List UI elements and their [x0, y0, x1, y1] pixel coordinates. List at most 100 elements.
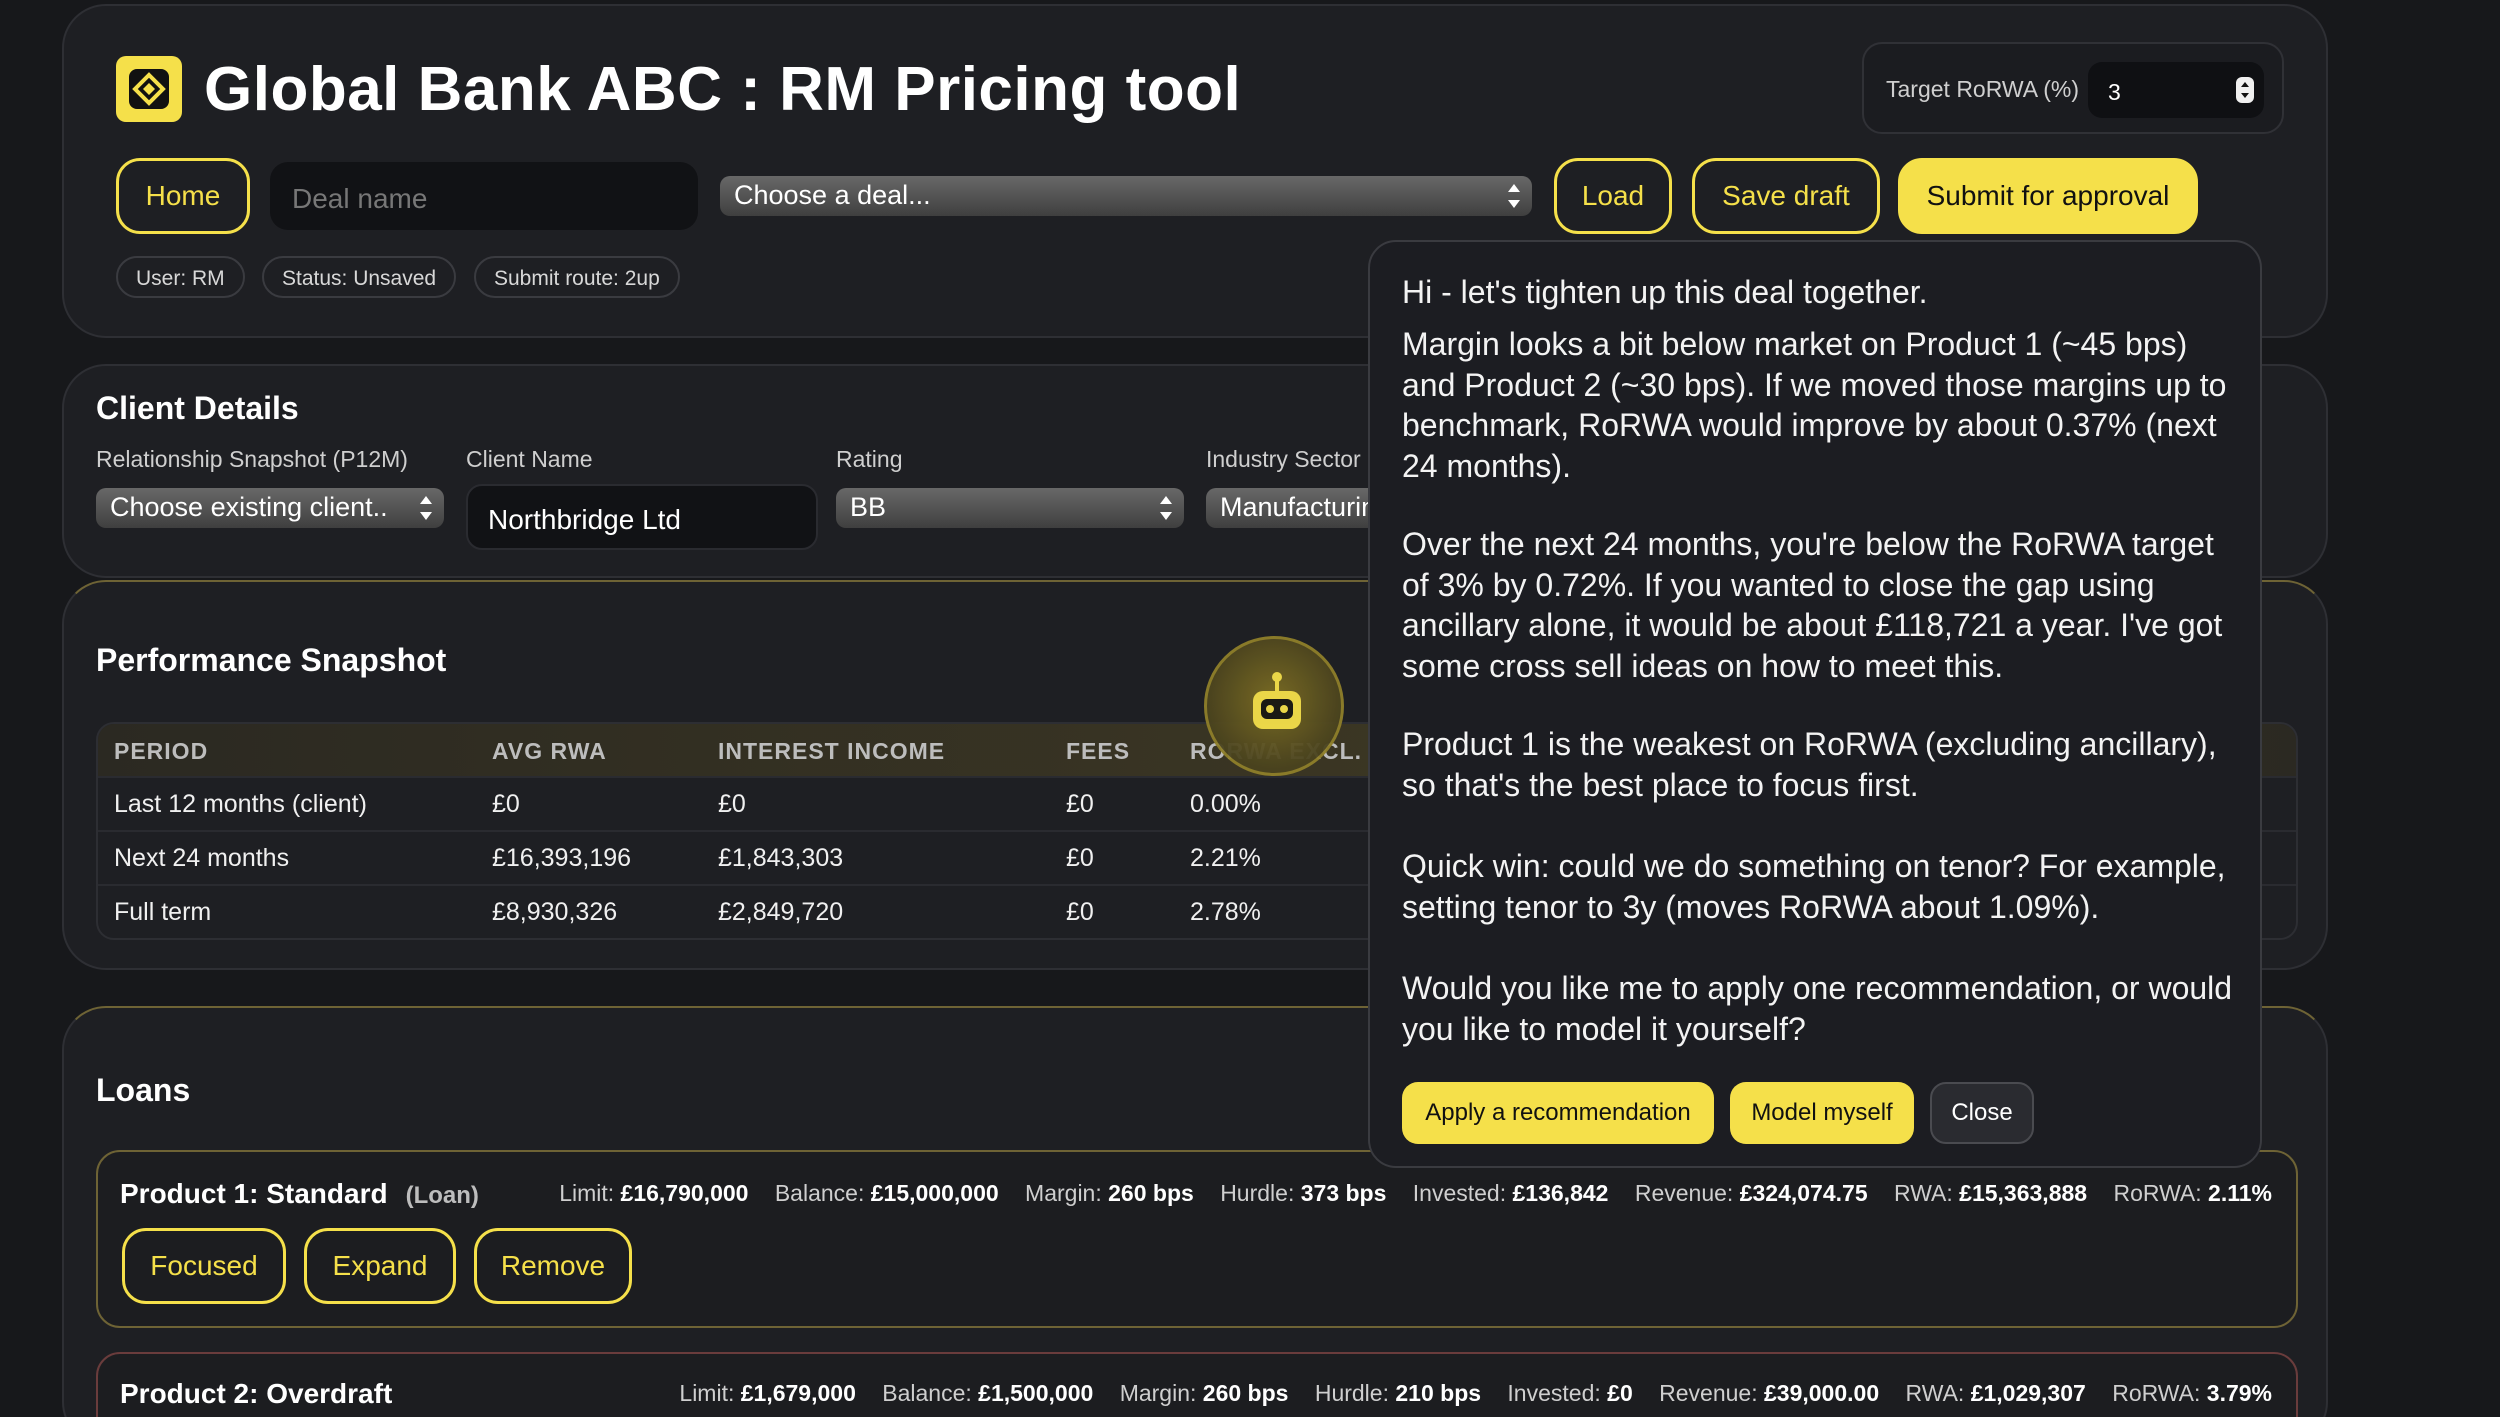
metric-label: Limit: [559, 1180, 615, 1206]
assistant-message: Over the next 24 months, you're below th… [1402, 526, 2223, 684]
cell-fees: £0 [1066, 898, 1094, 926]
column-header-interest-income: INTEREST INCOME [718, 738, 946, 764]
status-chip: Status: Unsaved [262, 256, 457, 298]
user-chip: User: RM [116, 256, 245, 298]
industry-sector-label: Industry Sector [1206, 446, 1361, 472]
metric-limit: Limit: £16,790,000 [559, 1180, 748, 1206]
metric-value: 3.79% [2206, 1380, 2272, 1406]
industry-sector-value: Manufacturing [1220, 492, 1392, 522]
loans-panel: Loans Product 1: Standard (Loan) Limit: £… [62, 1006, 2328, 1417]
metric-hurdle: Hurdle: 373 bps [1220, 1180, 1386, 1206]
metric-value: £15,000,000 [870, 1180, 999, 1206]
relationship-snapshot-value: Choose existing client.. [110, 492, 388, 522]
metric-value: £136,842 [1512, 1180, 1609, 1206]
cell-avg-rwa: £8,930,326 [492, 898, 618, 926]
assistant-message: Margin looks a bit below market on Produ… [1402, 326, 2227, 484]
product-type: (Loan) [405, 1182, 479, 1209]
metric-label: RoRWA: [2113, 1180, 2202, 1206]
cell-interest-income: £2,849,720 [718, 898, 844, 926]
metric-limit: Limit: £1,679,000 [679, 1380, 855, 1406]
cell-avg-rwa: £16,393,196 [492, 844, 632, 872]
metric-label: RWA: [1894, 1180, 1953, 1206]
cell-period: Last 12 months (client) [114, 790, 367, 818]
metric-revenue: Revenue: £324,074.75 [1635, 1180, 1868, 1206]
assistant-message: Hi - let's tighten up this deal together… [1402, 274, 1928, 310]
metric-balance: Balance: £1,500,000 [882, 1380, 1093, 1406]
cell-period: Next 24 months [114, 844, 290, 872]
loans-title: Loans [96, 1072, 191, 1108]
metric-label: Revenue: [1634, 1180, 1734, 1206]
product-name: Product 2: Overdraft [120, 1378, 393, 1409]
metric-label: Revenue: [1659, 1380, 1758, 1406]
metric-label: Invested: [1412, 1180, 1507, 1206]
metric-rorwa: RoRWA: 3.79% [2112, 1380, 2272, 1406]
metric-rwa: RWA: £1,029,307 [1906, 1380, 2086, 1406]
assistant-bot-button[interactable] [1204, 636, 1344, 776]
robot-icon [1253, 672, 1301, 729]
app-logo-icon [116, 56, 182, 122]
remove-button[interactable]: Remove [474, 1228, 632, 1304]
expand-button[interactable]: Expand [304, 1228, 456, 1304]
metric-label: Margin: [1025, 1180, 1102, 1206]
submit-for-approval-button[interactable]: Submit for approval [1898, 158, 2198, 234]
deal-select-value: Choose a deal... [734, 180, 931, 210]
cell-fees: £0 [1066, 844, 1094, 872]
select-arrows-icon [420, 496, 432, 520]
target-rorwa-input[interactable]: 3 [2088, 62, 2264, 118]
metric-value: £15,363,888 [1959, 1180, 2088, 1206]
metric-label: RWA: [1905, 1380, 1965, 1406]
model-myself-button[interactable]: Model myself [1730, 1082, 1914, 1144]
metric-invested: Invested: £136,842 [1413, 1180, 1609, 1206]
apply-recommendation-button[interactable]: Apply a recommendation [1402, 1082, 1714, 1144]
metric-label: RoRWA: [2112, 1380, 2201, 1406]
rating-select[interactable]: BB [836, 488, 1184, 528]
product-card: Product 1: Standard (Loan) Limit: £16,790… [96, 1150, 2298, 1328]
rating-label: Rating [836, 446, 903, 472]
relationship-snapshot-select[interactable]: Choose existing client.. [96, 488, 444, 528]
deal-select[interactable]: Choose a deal... [720, 176, 1532, 216]
client-name-field[interactable]: Northbridge Ltd [466, 484, 818, 550]
product-title: Product 1: Standard (Loan) [120, 1178, 479, 1210]
table-row: Last 12 months (client) £0 £0 £0 0.00% [98, 776, 2296, 830]
metric-label: Limit: [679, 1380, 735, 1406]
app-title: Global Bank ABC : RM Pricing tool [204, 55, 1242, 124]
select-arrows-icon [1160, 496, 1172, 520]
cell-interest-income: £1,843,303 [718, 844, 844, 872]
client-details-title: Client Details [96, 390, 299, 426]
product-card: Product 2: Overdraft Limit: £1,679,000 B… [96, 1352, 2298, 1417]
save-draft-button[interactable]: Save draft [1692, 158, 1880, 234]
metric-rorwa: RoRWA: 2.11% [2113, 1180, 2272, 1206]
table-row: Next 24 months £16,393,196 £1,843,303 £0… [98, 830, 2296, 884]
metric-invested: Invested: £0 [1507, 1380, 1632, 1406]
deal-name-input[interactable]: Deal name [270, 162, 698, 230]
metric-value: 260 bps [1202, 1380, 1289, 1406]
metric-revenue: Revenue: £39,000.00 [1659, 1380, 1879, 1406]
metric-label: Hurdle: [1314, 1380, 1389, 1406]
target-rorwa-box: Target RoRWA (%) 3 [1862, 42, 2284, 134]
product-title: Product 2: Overdraft [120, 1378, 392, 1410]
metric-label: Hurdle: [1220, 1180, 1295, 1206]
metric-label: Balance: [774, 1180, 865, 1206]
metric-value: £1,679,000 [740, 1380, 856, 1406]
metric-value: 210 bps [1395, 1380, 1482, 1406]
cell-rorwa: 2.78% [1190, 898, 1261, 926]
load-button[interactable]: Load [1554, 158, 1672, 234]
table-row: Full term £8,930,326 £2,849,720 £0 2.78% [98, 884, 2296, 938]
product-name: Product 1: Standard [120, 1178, 388, 1209]
metric-value: 373 bps [1300, 1180, 1387, 1206]
home-button[interactable]: Home [116, 158, 250, 234]
assistant-popup: Hi - let's tighten up this deal together… [1368, 240, 2262, 1168]
rating-value: BB [850, 492, 887, 522]
cell-interest-income: £0 [718, 790, 746, 818]
column-header-period: PERIOD [114, 738, 209, 764]
performance-snapshot-title: Performance Snapshot [96, 642, 447, 678]
metric-value: 2.11% [2208, 1180, 2272, 1206]
close-button[interactable]: Close [1930, 1082, 2034, 1144]
assistant-message: Would you like me to apply one recommend… [1402, 970, 2233, 1047]
metric-value: 260 bps [1108, 1180, 1194, 1206]
metric-margin: Margin: 260 bps [1120, 1380, 1289, 1406]
client-name-label: Client Name [466, 446, 593, 472]
focused-button[interactable]: Focused [122, 1228, 286, 1304]
metric-value: £0 [1607, 1380, 1633, 1406]
number-stepper-icon[interactable] [2236, 77, 2254, 103]
